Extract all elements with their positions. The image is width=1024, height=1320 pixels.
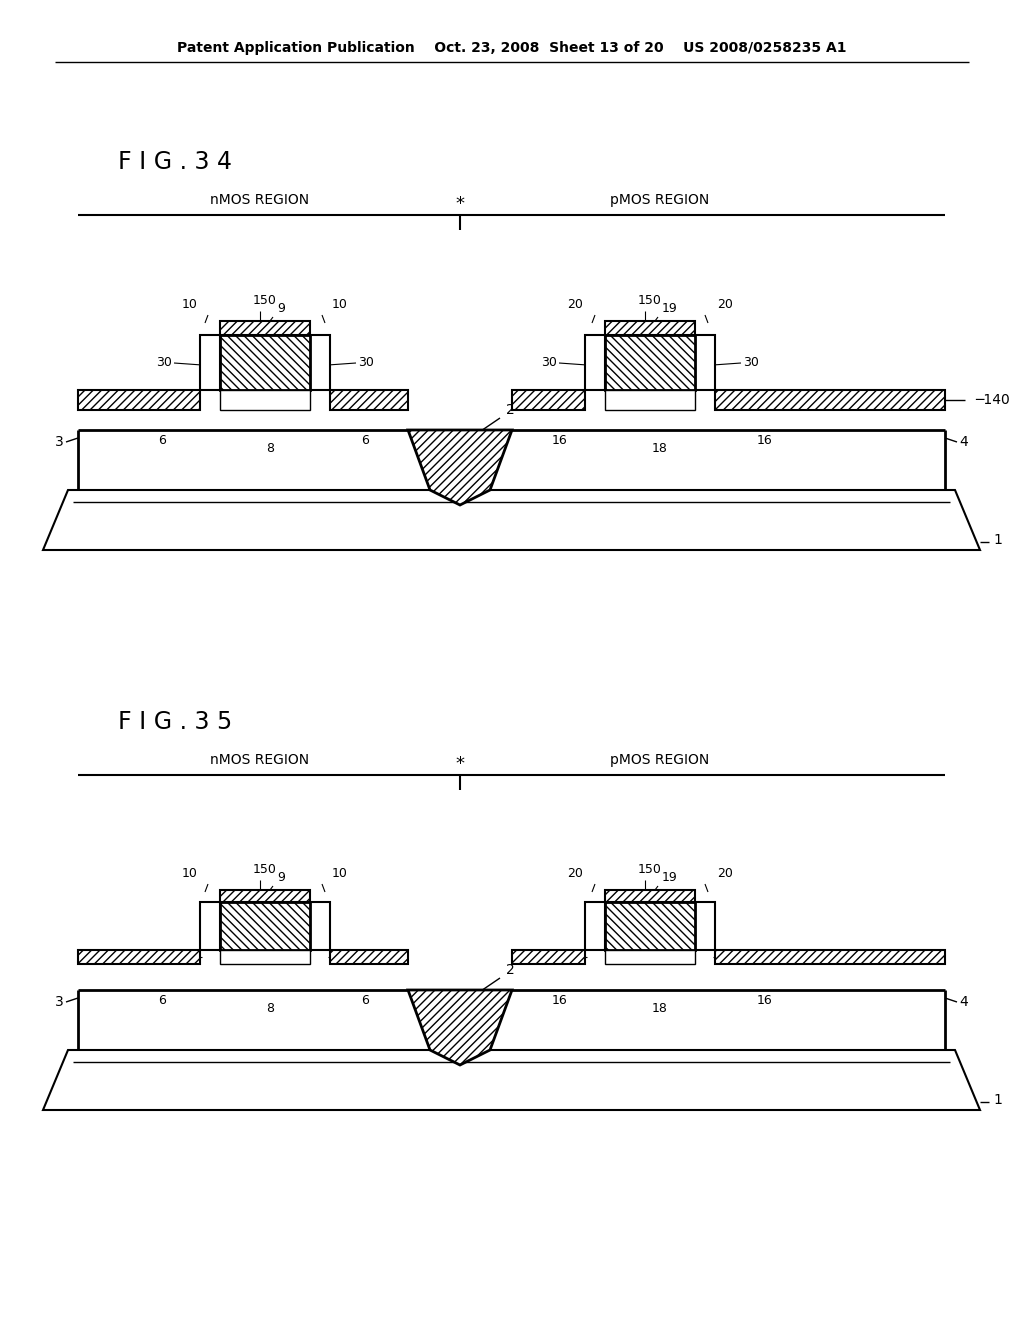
Text: 6: 6 — [361, 433, 369, 446]
Text: 30: 30 — [358, 356, 374, 370]
Text: 7: 7 — [344, 950, 352, 964]
Text: 16: 16 — [552, 433, 568, 446]
Bar — [220, 321, 310, 335]
Text: 30: 30 — [156, 356, 172, 370]
Text: 20: 20 — [717, 298, 733, 312]
Text: pMOS REGION: pMOS REGION — [610, 752, 710, 767]
Bar — [585, 335, 605, 389]
Text: 20: 20 — [567, 298, 583, 312]
Text: ─140: ─140 — [975, 393, 1010, 407]
Bar — [220, 335, 310, 389]
Text: 19: 19 — [662, 871, 678, 884]
Text: 10: 10 — [182, 298, 198, 312]
Text: 19: 19 — [662, 302, 678, 315]
Text: F I G . 3 5: F I G . 3 5 — [118, 710, 232, 734]
Text: F I G . 3 4: F I G . 3 4 — [118, 150, 232, 174]
Bar — [200, 335, 220, 389]
Polygon shape — [408, 430, 512, 506]
Text: nMOS REGION: nMOS REGION — [211, 752, 309, 767]
Polygon shape — [408, 990, 512, 1065]
Text: 7: 7 — [545, 950, 553, 964]
Bar — [605, 902, 695, 950]
Text: pMOS REGION: pMOS REGION — [610, 193, 710, 207]
Bar — [220, 950, 310, 964]
Text: 7: 7 — [729, 950, 737, 964]
Text: 18: 18 — [652, 1002, 668, 1015]
Text: nMOS REGION: nMOS REGION — [211, 193, 309, 207]
Text: *: * — [456, 755, 465, 774]
Text: 7: 7 — [160, 950, 168, 964]
Bar — [605, 950, 695, 964]
Polygon shape — [43, 490, 980, 550]
Text: 30: 30 — [541, 356, 557, 370]
Text: Patent Application Publication    Oct. 23, 2008  Sheet 13 of 20    US 2008/02582: Patent Application Publication Oct. 23, … — [177, 41, 847, 55]
Text: 9: 9 — [278, 871, 285, 884]
Text: 150: 150 — [638, 863, 662, 876]
Bar — [695, 902, 715, 950]
Bar — [78, 389, 200, 411]
Bar — [310, 902, 330, 950]
Text: 2: 2 — [506, 403, 514, 417]
Text: 6: 6 — [158, 994, 166, 1006]
Text: 10: 10 — [332, 867, 348, 880]
Text: 9: 9 — [278, 302, 285, 315]
Text: 2: 2 — [506, 964, 514, 977]
Bar — [605, 389, 695, 411]
Text: 16: 16 — [552, 994, 568, 1006]
Text: 30: 30 — [743, 356, 759, 370]
Text: 150: 150 — [638, 294, 662, 308]
Text: 1: 1 — [993, 533, 1001, 546]
Text: 16: 16 — [757, 433, 773, 446]
Text: 20: 20 — [567, 867, 583, 880]
Bar — [695, 335, 715, 389]
Bar — [200, 902, 220, 950]
Text: 20: 20 — [717, 867, 733, 880]
Bar — [220, 890, 310, 902]
Bar — [512, 950, 585, 964]
Text: 8: 8 — [266, 1002, 274, 1015]
Text: 150: 150 — [253, 863, 276, 876]
Bar — [605, 890, 695, 902]
Text: 30: 30 — [746, 950, 763, 964]
Text: 3: 3 — [55, 436, 63, 449]
Text: 18: 18 — [652, 441, 668, 454]
Bar — [512, 389, 585, 411]
Text: 6: 6 — [158, 433, 166, 446]
Bar — [715, 950, 945, 964]
Bar — [330, 389, 408, 411]
Text: 8: 8 — [266, 441, 274, 454]
Text: 4: 4 — [959, 995, 968, 1008]
Bar — [585, 902, 605, 950]
Text: 30: 30 — [555, 950, 571, 964]
Text: 3: 3 — [55, 995, 63, 1008]
Bar — [605, 335, 695, 389]
Text: 16: 16 — [757, 994, 773, 1006]
Bar — [220, 902, 310, 950]
Bar — [330, 950, 408, 964]
Bar — [605, 321, 695, 335]
Text: 1: 1 — [993, 1093, 1001, 1107]
Text: 30: 30 — [362, 950, 378, 964]
Text: 150: 150 — [253, 294, 276, 308]
Bar — [220, 389, 310, 411]
Text: 10: 10 — [332, 298, 348, 312]
Bar — [78, 950, 200, 964]
Text: *: * — [456, 195, 465, 213]
Bar — [715, 389, 945, 411]
Text: 4: 4 — [959, 436, 968, 449]
Text: 10: 10 — [182, 867, 198, 880]
Text: 30: 30 — [170, 950, 186, 964]
Polygon shape — [43, 1049, 980, 1110]
Text: 6: 6 — [361, 994, 369, 1006]
Bar — [310, 335, 330, 389]
